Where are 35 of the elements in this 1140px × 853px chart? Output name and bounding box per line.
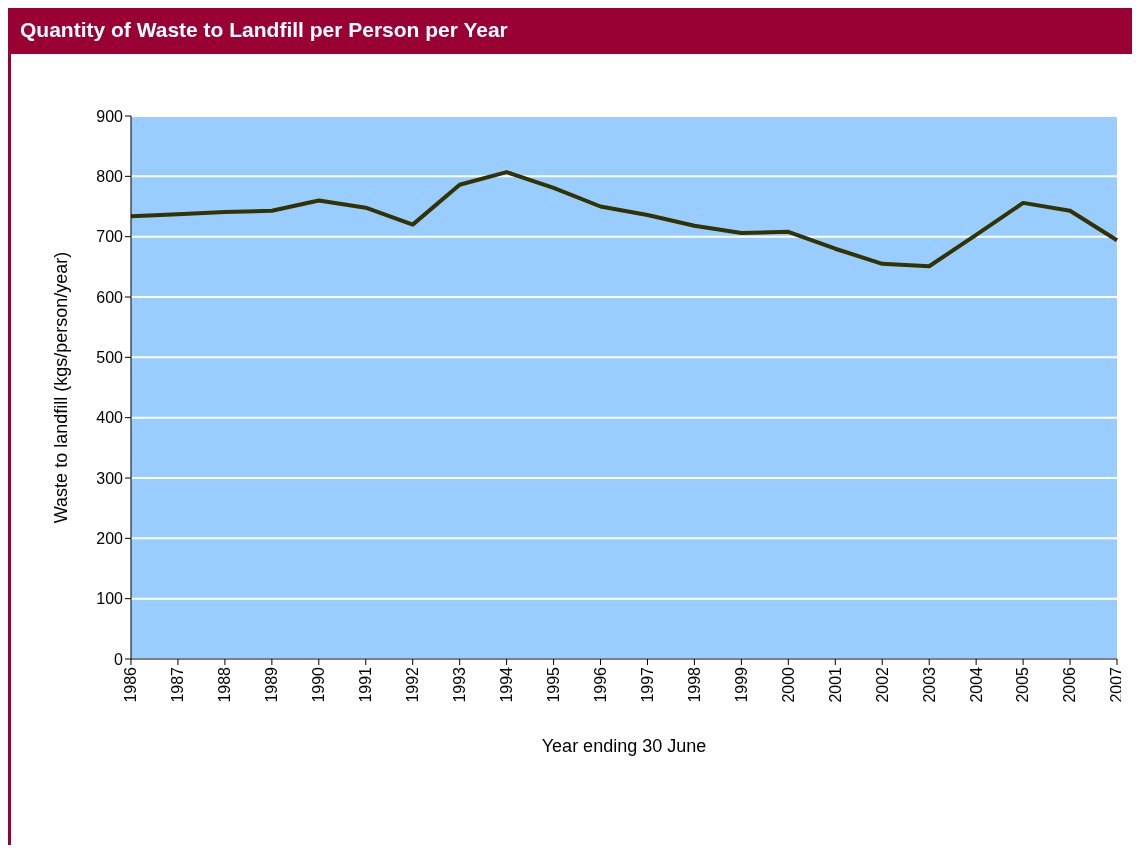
x-tick-label: 2000 [779,666,797,703]
x-tick-label: 2004 [967,666,985,703]
x-tick-label: 1987 [169,666,187,703]
x-tick-label: 2005 [1014,666,1032,703]
x-tick-label: 2002 [873,666,891,703]
x-tick-label: 1998 [685,666,703,703]
y-axis-title: Waste to landfill (kgs/person/year) [51,251,72,524]
x-tick-label: 1995 [544,666,562,703]
x-tick-label: 1991 [357,666,375,703]
x-tick-label: 1986 [122,666,140,703]
chart-title: Quantity of Waste to Landfill per Person per Year [8,8,1132,54]
x-tick-label: 1999 [732,666,750,703]
y-tick-label: 800 [96,168,124,186]
x-tick-label: 1996 [591,666,609,703]
x-tick-label: 1993 [451,666,469,703]
x-tick-label: 2003 [920,666,938,703]
x-tick-label: 1994 [497,666,515,703]
x-tick-label: 1992 [404,666,422,703]
x-tick-label: 1989 [263,666,281,703]
y-tick-label: 0 [114,650,124,668]
y-tick-label: 900 [96,107,124,125]
x-axis-title: Year ending 30 June [541,736,707,756]
y-tick-label: 500 [96,349,124,367]
line-series [129,170,1119,269]
x-tick-label: 1997 [638,666,656,703]
x-tick-label: 2006 [1061,666,1079,703]
x-tick-label: 1990 [310,666,328,703]
x-tick-label: 2001 [826,666,844,703]
x-tick-label: 1988 [216,666,234,703]
y-tick-label: 200 [96,530,124,548]
y-tick-label: 600 [96,288,124,306]
y-tick-label: 100 [96,590,124,608]
y-tick-label: 700 [96,228,124,246]
y-tick-label: 400 [96,409,124,427]
y-tick-label: 300 [96,469,124,487]
